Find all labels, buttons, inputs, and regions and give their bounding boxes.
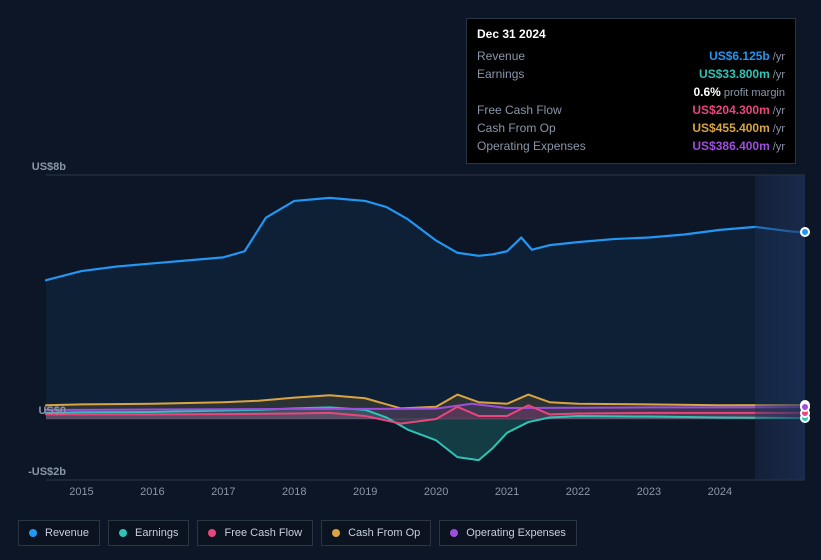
series-end-marker bbox=[800, 402, 810, 412]
financial-history-chart: US$8b US$0 -US$2b 2015 2016 2017 2018 2019 2020… bbox=[0, 0, 821, 560]
tooltip-row-unit: /yr bbox=[773, 51, 785, 63]
tooltip-row-value: US$455.400m bbox=[692, 121, 769, 135]
x-axis-label: 2022 bbox=[558, 486, 598, 498]
x-axis-label: 2020 bbox=[416, 486, 456, 498]
x-axis-label: 2023 bbox=[629, 486, 669, 498]
x-axis-label: 2019 bbox=[345, 486, 385, 498]
x-axis-label: 2017 bbox=[203, 486, 243, 498]
tooltip-row-label: Operating Expenses bbox=[477, 139, 586, 153]
tooltip-row-unit: /yr bbox=[773, 69, 785, 81]
tooltip-row-unit: /yr bbox=[773, 105, 785, 117]
tooltip-row-unit: profit margin bbox=[724, 87, 785, 99]
legend-item-free-cash-flow[interactable]: Free Cash Flow bbox=[197, 520, 313, 546]
tooltip-row-label: Earnings bbox=[477, 67, 524, 81]
y-axis-label: -US$2b bbox=[16, 466, 66, 478]
tooltip-row-unit: /yr bbox=[773, 123, 785, 135]
legend-item-label: Free Cash Flow bbox=[224, 527, 302, 539]
legend-item-label: Earnings bbox=[135, 527, 178, 539]
y-axis-label: US$0 bbox=[16, 405, 66, 417]
tooltip-row: Operating Expenses US$386.400m/yr bbox=[477, 137, 785, 155]
x-axis-label: 2024 bbox=[700, 486, 740, 498]
tooltip-row: 0.6%profit margin bbox=[477, 83, 785, 101]
legend-item-operating-expenses[interactable]: Operating Expenses bbox=[439, 520, 577, 546]
x-axis-label: 2021 bbox=[487, 486, 527, 498]
tooltip-row-value: US$6.125b bbox=[709, 49, 770, 63]
legend-item-label: Cash From Op bbox=[348, 527, 420, 539]
tooltip-row: Free Cash Flow US$204.300m/yr bbox=[477, 101, 785, 119]
tooltip-row-label: Free Cash Flow bbox=[477, 103, 562, 117]
tooltip-row: Cash From Op US$455.400m/yr bbox=[477, 119, 785, 137]
tooltip-row-unit: /yr bbox=[773, 141, 785, 153]
chart-tooltip: Dec 31 2024 Revenue US$6.125b/yr Earnings U… bbox=[466, 18, 796, 164]
legend-item-cash-from-op[interactable]: Cash From Op bbox=[321, 520, 431, 546]
legend-item-earnings[interactable]: Earnings bbox=[108, 520, 189, 546]
legend-item-label: Operating Expenses bbox=[466, 527, 566, 539]
legend-dot-icon bbox=[208, 529, 216, 537]
legend-dot-icon bbox=[450, 529, 458, 537]
tooltip-row-label: Revenue bbox=[477, 49, 525, 63]
tooltip-row-value: 0.6% bbox=[694, 85, 721, 99]
tooltip-row: Revenue US$6.125b/yr bbox=[477, 47, 785, 65]
legend-dot-icon bbox=[119, 529, 127, 537]
tooltip-row-label: Cash From Op bbox=[477, 121, 556, 135]
tooltip-row-value: US$386.400m bbox=[692, 139, 769, 153]
tooltip-row-value: US$33.800m bbox=[699, 67, 770, 81]
tooltip-row: Earnings US$33.800m/yr bbox=[477, 65, 785, 83]
x-axis-label: 2015 bbox=[61, 486, 101, 498]
legend-item-label: Revenue bbox=[45, 527, 89, 539]
legend-dot-icon bbox=[332, 529, 340, 537]
tooltip-row-value: US$204.300m bbox=[692, 103, 769, 117]
legend-dot-icon bbox=[29, 529, 37, 537]
x-axis-label: 2018 bbox=[274, 486, 314, 498]
y-axis-label: US$8b bbox=[16, 161, 66, 173]
legend-item-revenue[interactable]: Revenue bbox=[18, 520, 100, 546]
chart-legend: Revenue Earnings Free Cash Flow Cash From O… bbox=[18, 520, 577, 546]
series-end-marker bbox=[800, 227, 810, 237]
x-axis-label: 2016 bbox=[132, 486, 172, 498]
tooltip-title: Dec 31 2024 bbox=[477, 27, 785, 41]
